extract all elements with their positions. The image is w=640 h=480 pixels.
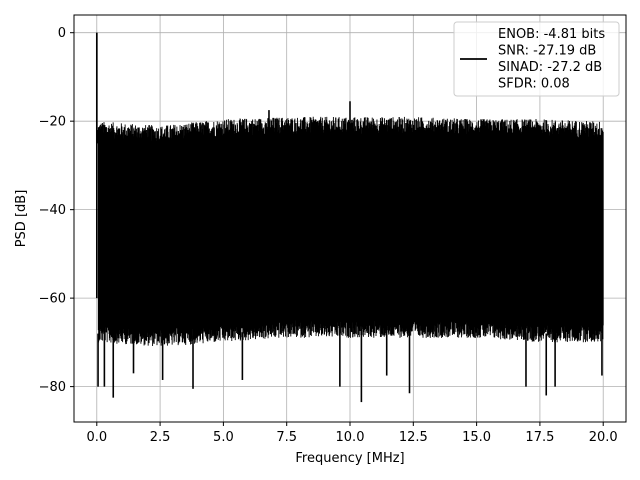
y-tick-label: 0 (58, 26, 66, 41)
legend-entry-text: ENOB: -4.81 bits (498, 27, 605, 42)
x-tick-label: 7.5 (276, 430, 297, 445)
y-axis-label: PSD [dB] (14, 190, 29, 248)
y-tick-label: −20 (39, 115, 66, 130)
x-tick-label: 20.0 (589, 430, 618, 445)
x-axis-ticks: 0.0 2.5 5.0 7.5 10.0 12.5 15.0 17.5 20.0 (86, 422, 618, 445)
y-tick-label: −40 (39, 203, 66, 218)
y-tick-label: −80 (39, 380, 66, 395)
plot-area (95, 32, 604, 403)
x-tick-label: 17.5 (525, 430, 554, 445)
x-tick-label: 2.5 (150, 430, 171, 445)
legend-entry-text: SINAD: -27.2 dB (498, 60, 602, 75)
x-tick-label: 10.0 (336, 430, 365, 445)
x-axis-label: Frequency [MHz] (295, 451, 404, 466)
psd-band (98, 143, 604, 303)
legend-entry-text: SFDR: 0.08 (498, 77, 570, 92)
x-tick-label: 5.0 (213, 430, 234, 445)
legend-entry-text: SNR: -27.19 dB (498, 44, 596, 59)
x-tick-label: 12.5 (399, 430, 428, 445)
y-axis-ticks: 0 −20 −40 −60 −80 (39, 26, 74, 395)
x-tick-label: 15.0 (462, 430, 491, 445)
y-tick-label: −60 (39, 292, 66, 307)
psd-series (95, 32, 604, 403)
x-tick-label: 0.0 (86, 430, 107, 445)
legend-box (453, 21, 620, 97)
